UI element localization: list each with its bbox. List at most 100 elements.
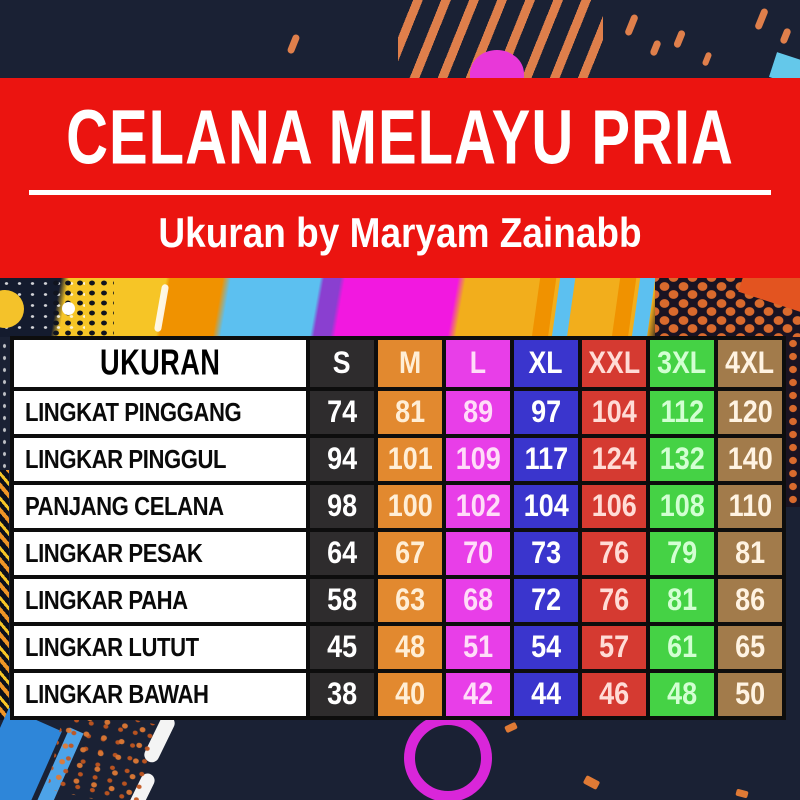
poster-title: CELANA MELAYU PRIA [66,94,734,181]
row-label-cell-text: LINGKAR LUTUT [25,632,199,662]
size-value-cell-text: 44 [530,676,561,712]
row-label-cell-text: LINGKAR PAHA [25,585,188,615]
ukuran-header-cell: UKURAN [14,340,306,387]
size-value-cell: 104 [514,485,578,528]
size-value-cell: 40 [378,673,442,716]
size-value-cell-text: 45 [326,629,357,665]
size-value-cell: 67 [378,532,442,575]
size-value-cell: 54 [514,626,578,669]
size-value-cell: 48 [378,626,442,669]
size-header-l: L [446,340,510,387]
size-value-cell-text: 61 [666,629,697,665]
size-value-cell-text: 94 [326,441,357,477]
size-value-cell-text: 64 [326,535,357,571]
size-value-cell: 57 [582,626,646,669]
size-value-cell: 45 [310,626,374,669]
size-value-cell-text: 104 [591,394,637,430]
size-value-cell: 79 [650,532,714,575]
size-value-cell: 81 [378,391,442,434]
orange-speck [735,788,749,799]
size-value-cell-text: 104 [523,488,569,524]
size-value-cell-text: 48 [394,629,425,665]
size-value-cell: 51 [446,626,510,669]
size-value-cell: 108 [650,485,714,528]
size-value-cell-text: 58 [326,582,357,618]
magenta-ring [404,714,492,800]
size-value-cell-text: 102 [455,488,501,524]
size-value-cell-text: 65 [734,629,765,665]
row-label-cell: PANJANG CELANA [14,485,306,528]
size-value-cell-text: 109 [455,441,501,477]
size-value-cell: 97 [514,391,578,434]
size-value-cell-text: 81 [666,582,697,618]
size-value-cell: 86 [718,579,782,622]
size-value-cell: 110 [718,485,782,528]
size-value-cell: 72 [514,579,578,622]
size-value-cell: 98 [310,485,374,528]
size-value-cell-text: 110 [728,488,772,524]
size-value-cell-text: 70 [462,535,493,571]
row-label-cell-text: LINGKAR BAWAH [25,679,209,709]
size-value-cell: 76 [582,532,646,575]
row-label-cell: LINGKAR PESAK [14,532,306,575]
stripe-dash [286,33,301,55]
stripe-dash [672,29,687,49]
size-value-cell-text: 86 [734,582,765,618]
orange-speck [582,775,601,790]
size-header-l-text: L [469,345,487,381]
size-value-cell-text: 108 [659,488,705,524]
size-value-cell-text: 101 [387,441,433,477]
size-value-cell: 38 [310,673,374,716]
speckle-edge [0,340,10,470]
size-value-cell-text: 79 [666,535,697,571]
size-value-cell: 106 [582,485,646,528]
size-value-cell: 50 [718,673,782,716]
size-header-m: M [378,340,442,387]
size-value-cell-text: 38 [326,676,357,712]
size-value-cell: 76 [582,579,646,622]
size-value-cell-text: 50 [734,676,765,712]
size-value-cell: 120 [718,391,782,434]
size-value-cell-text: 98 [326,488,357,524]
stripe-dash [701,51,713,67]
stripe-dash [649,39,662,57]
size-value-cell-text: 76 [598,582,629,618]
size-header-m-text: M [398,345,422,381]
size-value-cell: 63 [378,579,442,622]
poster-subtitle: Ukuran by Maryam Zainabb [158,209,642,256]
size-value-cell-text: 72 [530,582,561,618]
size-value-cell-text: 100 [387,488,433,524]
size-value-cell: 112 [650,391,714,434]
stripe-dash [624,13,639,37]
size-header-xxl-text: XXL [588,345,640,381]
halftone-edge [786,337,800,507]
size-header-s: S [310,340,374,387]
size-value-cell-text: 120 [727,394,773,430]
halftone-dots [655,278,800,337]
size-value-cell: 81 [650,579,714,622]
size-value-cell-text: 89 [462,394,493,430]
size-value-cell: 140 [718,438,782,481]
size-header-xxl: XXL [582,340,646,387]
size-value-cell-text: 81 [394,394,425,430]
row-label-cell: LINGKAR PAHA [14,579,306,622]
row-label-cell-text: PANJANG CELANA [25,491,224,521]
size-value-cell-text: 57 [598,629,629,665]
size-value-cell-text: 73 [530,535,561,571]
size-value-cell: 124 [582,438,646,481]
size-header-xl-text: XL [528,345,564,381]
size-value-cell: 89 [446,391,510,434]
row-label-cell-text: LINGKAR PESAK [25,538,203,568]
size-value-cell: 58 [310,579,374,622]
size-value-cell: 73 [514,532,578,575]
size-value-cell-text: 54 [530,629,561,665]
size-value-cell: 74 [310,391,374,434]
size-value-cell: 94 [310,438,374,481]
size-value-cell: 42 [446,673,510,716]
row-label-cell-text: LINGKAT PINGGANG [25,397,242,427]
white-dot [62,302,75,315]
size-value-cell-text: 106 [591,488,637,524]
size-value-cell-text: 48 [666,676,697,712]
size-header-4xl-text: 4XL [725,345,775,381]
stripe-dash [754,7,769,31]
